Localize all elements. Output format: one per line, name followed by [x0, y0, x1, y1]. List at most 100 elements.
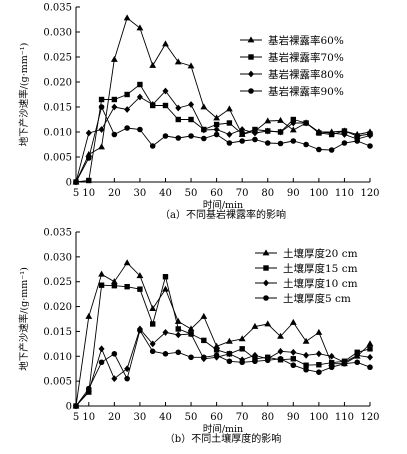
y-tick-label: 0.005	[43, 153, 72, 164]
chart-panel-1: 0 0.005 0.010 0.015 0.020 0.025 0.030 0.035 5 10 2…	[18, 3, 380, 222]
data-point-circle	[277, 140, 284, 147]
legend-marker-square	[248, 54, 254, 60]
x-tick-label: 20	[108, 188, 121, 199]
data-point-triangle	[136, 272, 144, 279]
chart-caption: （b）不同土壤厚度的影响	[165, 432, 281, 445]
data-point-circle	[316, 369, 322, 375]
data-point-circle	[328, 147, 335, 153]
data-point-diamond	[111, 375, 118, 383]
y-tick-label: 0	[66, 402, 72, 413]
data-point-triangle	[123, 259, 131, 266]
data-point-diamond	[303, 351, 310, 359]
data-point-triangle	[289, 126, 297, 133]
legend-entry: 土壤厚度15 cm	[255, 262, 358, 275]
legend-label: 土壤厚度10 cm	[283, 277, 358, 290]
data-point-square	[239, 346, 245, 352]
data-point-square	[162, 274, 169, 280]
data-point-diamond	[328, 129, 335, 137]
y-tick-label: 0.005	[43, 377, 72, 388]
x-tick-label: 50	[185, 412, 198, 423]
data-point-square	[213, 347, 220, 353]
x-tick-label: 5	[73, 188, 79, 199]
data-point-square	[188, 116, 194, 123]
x-tick-label: 80	[261, 412, 274, 423]
data-point-circle	[85, 155, 92, 161]
data-point-triangle	[264, 320, 272, 327]
data-point-circle	[111, 351, 118, 357]
data-point-diamond	[226, 350, 233, 358]
data-point-square	[175, 326, 181, 332]
legend-label: 土壤厚度20 cm	[283, 247, 358, 260]
data-point-diamond	[290, 348, 297, 356]
data-point-square	[111, 96, 118, 103]
chart-panel-2: 0 0.005 0.010 0.015 0.020 0.025 0.030 0.035 5 10 2…	[18, 228, 380, 446]
data-point-diamond	[200, 126, 207, 134]
y-tick-label: 0	[66, 178, 72, 189]
data-point-diamond	[136, 93, 143, 101]
x-tick-label: 10	[82, 412, 95, 423]
data-point-triangle	[187, 62, 195, 69]
data-point-diamond	[341, 131, 348, 138]
data-point-circle	[264, 140, 271, 146]
data-point-square	[124, 91, 130, 98]
data-point-diamond	[85, 129, 92, 137]
x-tick-label: 40	[159, 412, 172, 423]
data-point-circle	[149, 348, 156, 355]
data-point-triangle	[315, 328, 323, 335]
data-point-triangle	[174, 58, 182, 65]
series-line	[75, 105, 371, 183]
data-point-triangle	[302, 337, 310, 344]
data-point-circle	[98, 104, 105, 110]
data-point-diamond	[149, 340, 156, 348]
data-point-circle	[175, 135, 182, 141]
data-point-square	[341, 128, 348, 134]
data-point-circle	[290, 138, 297, 144]
data-point-square	[149, 321, 156, 327]
data-point-square	[239, 131, 245, 137]
x-axis-label: 时间/min	[203, 423, 243, 435]
data-point-circle	[137, 126, 143, 133]
x-tick-label: 70	[236, 188, 249, 199]
legend-entry: 基岩裸露率80%	[240, 68, 344, 81]
data-point-triangle	[225, 337, 233, 344]
y-tick-label: 0.020	[43, 78, 72, 89]
legend-entry: 土壤厚度20 cm	[255, 247, 358, 260]
data-point-diamond	[367, 353, 373, 361]
data-point-circle	[341, 360, 348, 367]
data-point-circle	[316, 146, 322, 153]
data-point-square	[137, 81, 143, 88]
data-point-triangle	[162, 40, 169, 47]
x-tick-label: 90	[287, 188, 300, 199]
legend-marker-circle	[263, 295, 269, 301]
data-point-diamond	[277, 347, 284, 355]
data-point-triangle	[251, 322, 259, 329]
data-point-circle	[341, 140, 348, 146]
data-point-triangle	[213, 114, 221, 121]
y-tick-label: 0.035	[43, 3, 72, 14]
data-point-triangle	[98, 270, 105, 277]
data-point-square	[226, 120, 233, 126]
data-point-circle	[290, 362, 297, 369]
data-point-square	[252, 126, 258, 133]
y-tick-label: 0.010	[43, 128, 72, 139]
legend-entry: 土壤厚度5 cm	[255, 292, 351, 305]
data-point-circle	[303, 141, 309, 148]
data-point-circle	[98, 359, 105, 366]
y-tick-label: 0.030	[43, 252, 72, 263]
data-point-circle	[73, 179, 79, 185]
series-line	[75, 327, 371, 407]
data-point-triangle	[85, 150, 93, 157]
data-point-triangle	[200, 312, 208, 319]
data-point-square	[124, 283, 130, 290]
data-point-triangle	[187, 325, 195, 332]
data-point-square	[162, 102, 169, 109]
data-point-diamond	[162, 329, 169, 336]
x-tick-label: 30	[134, 188, 147, 199]
y-tick-label: 0.025	[43, 53, 72, 64]
data-point-diamond	[315, 350, 322, 358]
y-tick-label: 0.035	[43, 228, 72, 239]
legend-marker-diamond	[263, 279, 269, 287]
y-tick-label: 0.015	[43, 103, 72, 114]
data-point-circle	[367, 143, 373, 149]
